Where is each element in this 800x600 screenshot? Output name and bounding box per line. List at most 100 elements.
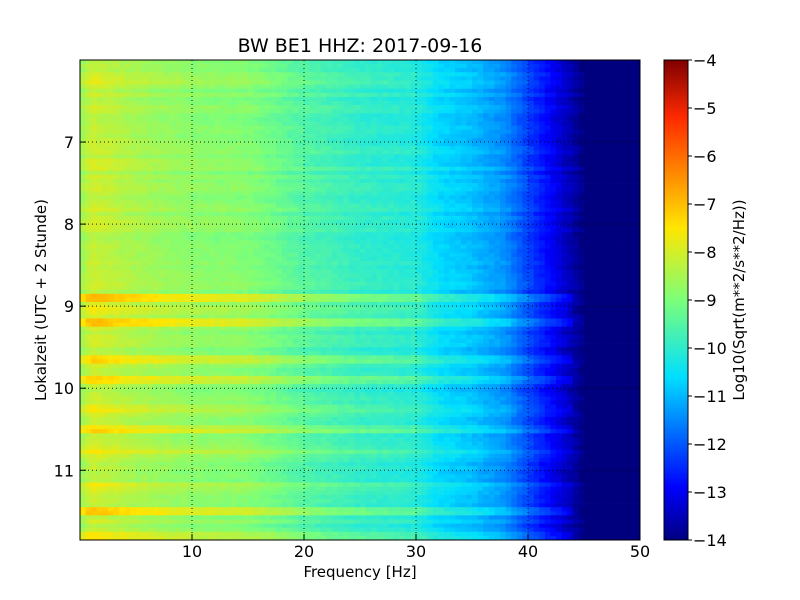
- heatmap-cell: [511, 84, 518, 90]
- heatmap-cell: [466, 150, 473, 155]
- heatmap-cell: [281, 129, 288, 135]
- heatmap-cell: [236, 244, 243, 250]
- heatmap-cell: [612, 68, 618, 73]
- heatmap-cell: [231, 105, 238, 110]
- heatmap-cell: [348, 101, 355, 106]
- heatmap-cell: [544, 137, 551, 143]
- heatmap-cell: [606, 68, 613, 73]
- heatmap-cell: [466, 133, 473, 139]
- heatmap-cell: [141, 174, 148, 180]
- heatmap-cell: [292, 113, 299, 118]
- heatmap-cell: [477, 232, 484, 237]
- heatmap-cell: [326, 170, 333, 176]
- heatmap-cell: [628, 174, 635, 180]
- heatmap-cell: [617, 232, 624, 237]
- heatmap-cell: [421, 137, 428, 143]
- heatmap-cell: [152, 178, 159, 184]
- heatmap-cell: [388, 154, 394, 159]
- heatmap-cell: [455, 228, 462, 233]
- heatmap-cell: [175, 150, 182, 155]
- heatmap-cell: [444, 207, 450, 213]
- heatmap-cell: [281, 215, 288, 221]
- heatmap-cell: [376, 142, 383, 147]
- heatmap-cell: [80, 240, 86, 245]
- heatmap-cell: [567, 80, 574, 85]
- heatmap-cell: [85, 207, 92, 213]
- heatmap-cell: [438, 88, 445, 94]
- heatmap-cell: [281, 244, 288, 250]
- heatmap-cell: [292, 88, 299, 94]
- heatmap-cell: [376, 240, 383, 245]
- heatmap-cell: [248, 178, 254, 184]
- heatmap-cell: [600, 211, 607, 217]
- heatmap-cell: [332, 146, 338, 151]
- heatmap-cell: [270, 80, 277, 85]
- heatmap-cell: [343, 158, 350, 163]
- heatmap-cell: [595, 146, 602, 151]
- heatmap-cell: [544, 158, 551, 163]
- heatmap-cell: [276, 215, 282, 221]
- heatmap-cell: [180, 113, 187, 118]
- heatmap-cell: [80, 170, 86, 176]
- heatmap-cell: [130, 133, 137, 139]
- heatmap-cell: [421, 232, 428, 237]
- heatmap-cell: [136, 162, 142, 168]
- heatmap-cell: [354, 183, 361, 188]
- heatmap-cell: [180, 244, 187, 250]
- heatmap-cell: [444, 117, 450, 122]
- heatmap-cell: [225, 244, 232, 250]
- heatmap-cell: [528, 220, 534, 225]
- heatmap-cell: [164, 166, 170, 172]
- heatmap-cell: [225, 68, 232, 73]
- heatmap-cell: [460, 252, 467, 258]
- heatmap-cell: [85, 113, 92, 118]
- heatmap-cell: [119, 92, 126, 98]
- heatmap-cell: [584, 150, 590, 155]
- heatmap-cell: [410, 113, 417, 118]
- heatmap-cell: [539, 72, 546, 77]
- heatmap-cell: [382, 166, 389, 172]
- heatmap-cell: [337, 195, 344, 200]
- heatmap-cell: [85, 129, 92, 135]
- heatmap-cell: [186, 224, 193, 229]
- heatmap-cell: [393, 240, 400, 245]
- heatmap-cell: [96, 215, 103, 221]
- heatmap-cell: [438, 207, 445, 213]
- heatmap-cell: [533, 101, 540, 106]
- heatmap-cell: [421, 88, 428, 94]
- heatmap-cell: [281, 261, 288, 266]
- heatmap-cell: [584, 125, 590, 131]
- heatmap-cell: [320, 236, 327, 241]
- heatmap-cell: [214, 256, 221, 262]
- heatmap-cell: [175, 232, 182, 237]
- heatmap-cell: [376, 109, 383, 114]
- heatmap-cell: [505, 154, 512, 159]
- heatmap-cell: [85, 220, 92, 225]
- heatmap-cell: [248, 199, 254, 204]
- heatmap-cell: [567, 228, 574, 233]
- heatmap-cell: [220, 215, 226, 221]
- heatmap-cell: [147, 84, 154, 90]
- heatmap-cell: [236, 178, 243, 184]
- heatmap-cell: [169, 244, 176, 250]
- heatmap-cell: [416, 158, 422, 163]
- heatmap-cell: [242, 92, 249, 98]
- heatmap-cell: [466, 80, 473, 85]
- heatmap-cell: [556, 105, 562, 110]
- heatmap-cell: [281, 146, 288, 151]
- heatmap-cell: [102, 256, 109, 262]
- heatmap-cell: [225, 72, 232, 77]
- heatmap-cell: [158, 125, 165, 131]
- heatmap-cell: [80, 248, 86, 254]
- heatmap-cell: [102, 150, 109, 155]
- heatmap-cell: [522, 232, 529, 237]
- heatmap-cell: [511, 215, 518, 221]
- heatmap-cell: [600, 129, 607, 135]
- heatmap-cell: [180, 88, 187, 94]
- heatmap-cell: [80, 195, 86, 200]
- heatmap-cell: [169, 236, 176, 241]
- heatmap-cell: [544, 220, 551, 225]
- heatmap-cell: [304, 92, 310, 98]
- heatmap-cell: [354, 146, 361, 151]
- heatmap-cell: [164, 105, 170, 110]
